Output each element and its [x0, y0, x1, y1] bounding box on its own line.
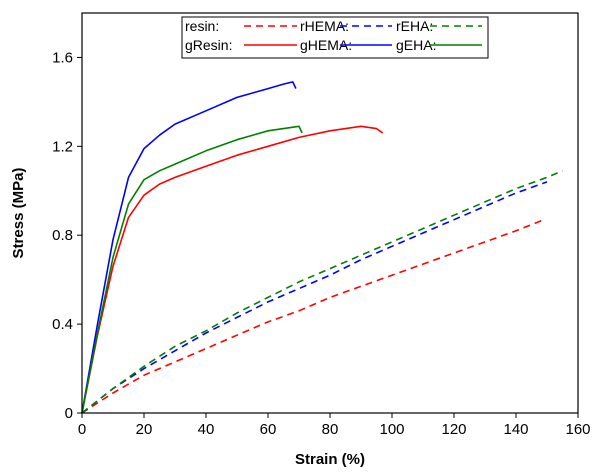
axes-layer: 0 20 40 60 80 100 120 140 160 0 0.4 0.8 1.2 1.6	[52, 49, 590, 438]
series-line-gHEMA	[81, 81, 297, 414]
x-tick-label: 0	[78, 421, 86, 438]
x-tick-label: 20	[136, 421, 153, 438]
y-tick-label: 1.6	[52, 49, 73, 66]
legend-row-label: gResin:	[185, 37, 232, 53]
plot-frame	[81, 12, 579, 414]
legend-box	[181, 16, 489, 59]
x-tick-label: 60	[260, 421, 277, 438]
x-tick-label: 40	[198, 421, 215, 438]
x-tick-label: 160	[565, 421, 590, 438]
y-tick-label: 0.8	[52, 227, 73, 244]
legend-entry-label: rHEMA:	[300, 18, 349, 34]
x-tick-label: 120	[441, 421, 466, 438]
x-tick-label: 100	[379, 421, 404, 438]
y-axis-title: Stress (MPa)	[10, 168, 27, 259]
series-layer	[81, 81, 563, 414]
series-line-gEHA	[81, 125, 303, 414]
x-tick-label: 140	[503, 421, 528, 438]
legend-entry-label: gEHA:	[396, 37, 436, 53]
series-line-rEHA	[81, 181, 548, 414]
legend-entry-label: gHEMA:	[300, 37, 352, 53]
y-tick-label: 0	[65, 405, 73, 422]
series-line-gResin	[81, 125, 384, 414]
legend-row-label: resin:	[185, 18, 219, 34]
series-line-rHEMA	[81, 218, 545, 414]
x-axis-title: Strain (%)	[295, 451, 365, 468]
legend: resin: rHEMA: rEHA: gResin: gHEMA: gEHA:	[181, 16, 489, 59]
y-tick-label: 1.2	[52, 138, 73, 155]
y-tick-label: 0.4	[52, 316, 73, 333]
x-tick-label: 80	[322, 421, 339, 438]
series-line-rResin	[81, 170, 563, 414]
legend-entry-label: rEHA:	[396, 18, 433, 34]
